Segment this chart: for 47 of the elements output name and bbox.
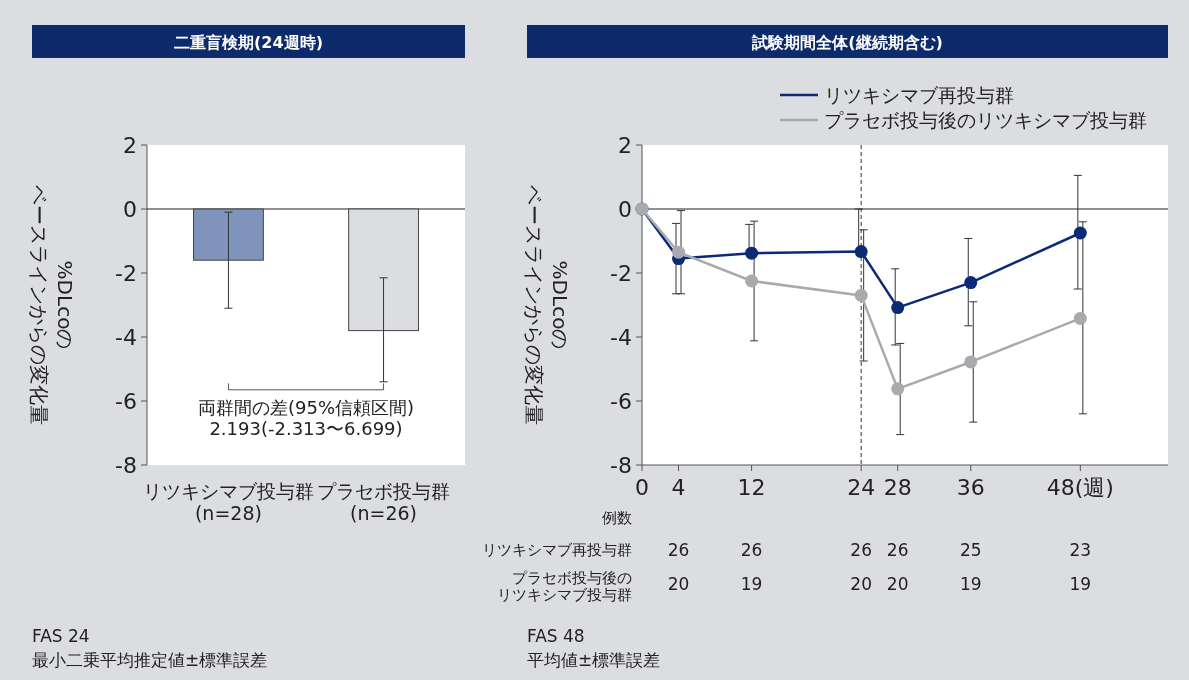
y-tick-label: -8 (610, 453, 632, 478)
x-tick-label: プラセボ投与群 (n=26) (317, 480, 451, 524)
text: 最小二乗平均推定値±標準誤差 (32, 650, 268, 670)
y-axis-title: %DLcoのベースラインからの変化量 (27, 185, 77, 425)
y-tick-label: -4 (610, 325, 632, 350)
x-tick-label: 12 (737, 475, 766, 500)
x-tick-label: 48(週) (1046, 475, 1114, 500)
text: 20 (850, 574, 872, 594)
y-tick-label: -8 (115, 453, 137, 478)
x-tick-label: 36 (956, 475, 985, 500)
y-tick-label: 2 (618, 133, 632, 158)
text: プラセボ投与後のリツキシマブ投与群 (497, 569, 632, 605)
x-tick-label: 0 (635, 475, 649, 500)
x-tick-label: 28 (883, 475, 912, 500)
text: 23 (1069, 540, 1092, 560)
text: 例数 (602, 509, 632, 527)
y-tick-label: -6 (115, 389, 137, 414)
annotation: 両群間の差(95%信頼区間) 2.193(-2.313〜6.699) (197, 396, 415, 439)
x-tick-label: 24 (847, 475, 876, 500)
text: 26 (667, 540, 690, 560)
y-tick-label: -4 (115, 325, 137, 350)
chart-title: 二重盲検期(24週時) (174, 33, 323, 52)
chart-title: 試験期間全体(継続期含む) (751, 33, 943, 52)
text: 26 (850, 540, 872, 560)
x-tick-label: 4 (671, 475, 686, 500)
text: 25 (959, 540, 982, 560)
y-tick-label: 0 (123, 197, 137, 222)
y-tick-label: -2 (610, 261, 632, 286)
text: 26 (740, 540, 763, 560)
text: FAS 48 (527, 626, 585, 646)
text: リツキシマブ再投与群 (482, 541, 632, 559)
legend-label: プラセボ投与後のリツキシマブ投与群 (824, 109, 1147, 131)
text: 26 (886, 540, 909, 560)
text: 20 (886, 574, 909, 594)
y-tick-label: -2 (115, 261, 137, 286)
text: FAS 24 (32, 626, 90, 646)
x-tick-label: リツキシマブ投与群 (n=28) (142, 480, 314, 524)
y-tick-label: 0 (618, 197, 632, 222)
y-tick-label: -6 (610, 389, 632, 414)
legend-label: リツキシマブ再投与群 (824, 84, 1014, 106)
text: 19 (959, 574, 982, 594)
text: 19 (740, 574, 763, 594)
text: 平均値±標準誤差 (527, 650, 661, 670)
y-tick-label: 2 (123, 133, 137, 158)
y-axis-title: %DLcoのベースラインからの変化量 (522, 185, 572, 425)
text: 20 (667, 574, 690, 594)
text: 19 (1069, 574, 1092, 594)
